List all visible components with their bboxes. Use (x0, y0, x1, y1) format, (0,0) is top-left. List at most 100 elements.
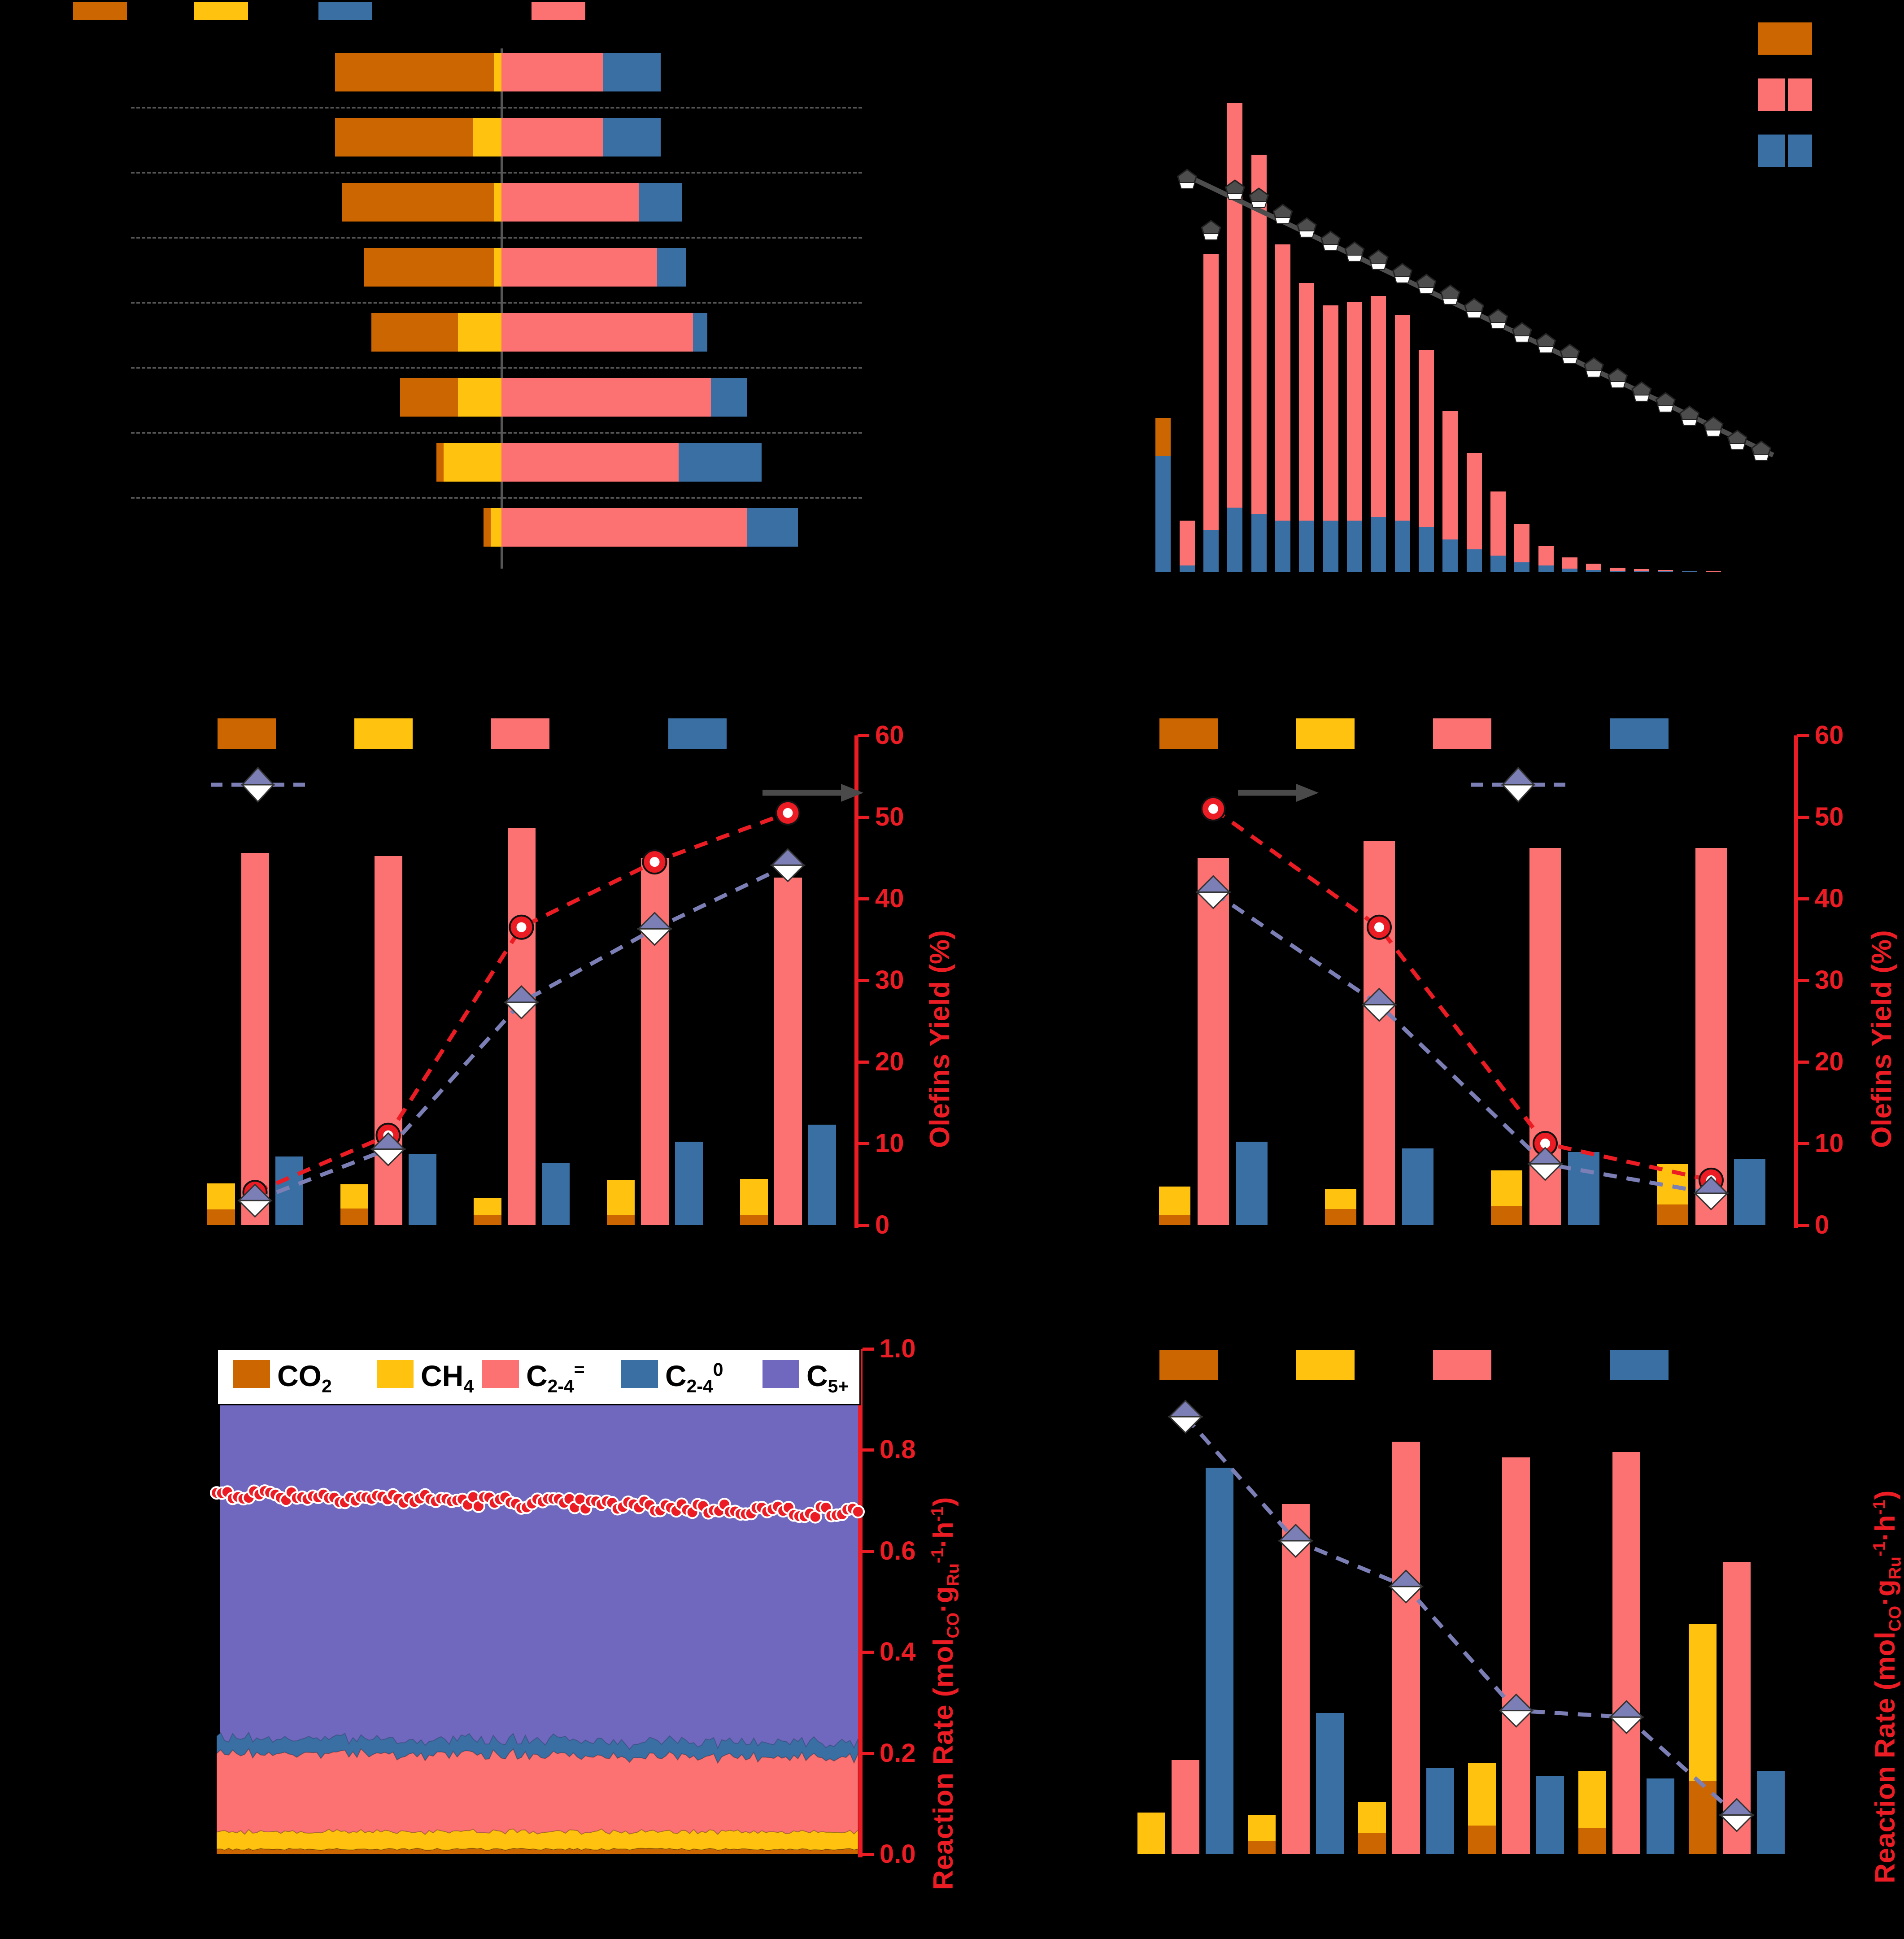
panel-f-xtick (1515, 1854, 1518, 1866)
axis-bottom (1130, 1225, 1794, 1228)
panel-f-bar-co2 (1468, 1825, 1496, 1854)
panel-b-xtick-label: 22 (1651, 587, 1680, 615)
legend-label-olefins: Olefins (1498, 723, 1583, 752)
ytick-right (858, 979, 869, 982)
panel-f-rate-marker (1719, 1814, 1755, 1832)
panel-e-ytick-label: 60 (179, 1536, 208, 1565)
panel-a-divider (131, 302, 862, 304)
ytick-right-label: 20 (1815, 1047, 1844, 1076)
xtick (1544, 1225, 1547, 1237)
overlay-line-yield (254, 811, 789, 1195)
overlay-marker-conversion (1361, 987, 1397, 1022)
panel-e: E Product Selectivity (C%) Reaction Rate… (0, 1314, 964, 1939)
legend-label-co2: CO2 (1224, 723, 1271, 756)
panel-e-ytick-label: 40 (179, 1637, 208, 1667)
panel-d-plot-area: 0 20 40 60 80 100 0 10 20 30 40 50 60 1500 3000 6000 900… (942, 650, 1904, 1314)
panel-a-zero-line (501, 48, 503, 569)
panel-f-xtick-label: 0.8 (1497, 1871, 1535, 1901)
legend-label-c24-olefin: C2-4= (526, 1359, 585, 1397)
legend-label-ch4: CH4 (419, 723, 465, 756)
panel-f-rate-marker (1608, 1700, 1644, 1718)
panel-b-bar-olefins (1634, 569, 1649, 571)
legend-label-co2: CO2 (133, 0, 180, 32)
panel-a-bar-co2 (483, 508, 491, 547)
bar-paraffins (1734, 1159, 1765, 1225)
overlay-marker-conversion (503, 985, 540, 1020)
bar-olefins (1198, 858, 1229, 1225)
panel-a-divider (131, 367, 862, 369)
bar-olefins (1695, 848, 1727, 1225)
panel-a-xtick (500, 570, 503, 580)
panel-b-asf-marker (1679, 405, 1700, 426)
panel-f-xtick (1294, 1854, 1298, 1866)
legend-conversion-marker (1471, 766, 1565, 803)
ytick-left-label: 40 (150, 1014, 179, 1044)
legend-label-ch4: CH4 (1361, 1355, 1407, 1387)
legend-label-co-conversion: CO Conversion (323, 772, 506, 800)
bar-paraffins (1236, 1142, 1268, 1225)
legend-label-paraffins: Paraffins (1675, 723, 1783, 752)
panel-f-ytick-right-label: 0.8 (1813, 1317, 1849, 1346)
ytick-right (858, 1061, 869, 1064)
panel-b-bar-olefins (1538, 546, 1554, 565)
panel-f-xtick-label: 0 (1178, 1871, 1193, 1901)
xtick (1710, 1225, 1713, 1237)
panel-a-bar-ch4 (458, 378, 501, 417)
panel-f-ytick-right (1795, 1853, 1807, 1856)
ytick-left (1120, 734, 1131, 737)
panel-f-bar-olefins (1171, 1760, 1199, 1854)
panel-b-bar-paraffins (1299, 520, 1315, 572)
panel-e-ytick (206, 1549, 218, 1553)
panel-a-bar-paraffins (602, 118, 661, 157)
panel-b-xtick-label: 26 (1747, 587, 1775, 615)
panel-b-ytick-label: 16 (1101, 43, 1130, 73)
panel-a-bar-group (0, 0, 942, 583)
xtick (653, 1225, 657, 1237)
panel-e-ytick-right-label: 0.0 (880, 1839, 916, 1869)
panel-a-xtick-label: 60 (270, 583, 299, 613)
ytick-left (1120, 832, 1131, 835)
bar-ch4 (1159, 1186, 1190, 1215)
panel-b-bar-olefins (1394, 315, 1410, 521)
panel-a-bar-paraffins (747, 508, 798, 547)
panel-a-bar-ch4 (494, 248, 501, 287)
ytick-right (1797, 979, 1809, 982)
panel-f: F Product Selectivity (C%) Reaction Rate… (942, 1314, 1904, 1939)
panel-a-tag: A (28, 31, 58, 77)
panel-b-xtick (1664, 572, 1667, 583)
legend-swatch-co2 (73, 2, 127, 20)
xtick-label: 8 (780, 1242, 796, 1272)
panel-a-xtick (427, 570, 431, 580)
panel-b-bar-olefins (1706, 571, 1721, 572)
panel-a-cat-label: FeZn 0.81Na (224, 310, 388, 341)
panel-b-bar-paraffins (1394, 520, 1410, 572)
panel-e-xtick-label: 500 (778, 1871, 822, 1900)
legend-label-ch4: CH4 (254, 0, 300, 32)
panel-a-bar-co2 (436, 443, 444, 482)
panel-a-cat-label: ZnCrOx/MSAPOa (135, 244, 356, 276)
panel-a-divider (131, 497, 862, 499)
bar-co2 (606, 1215, 635, 1225)
panel-e-legend-box (217, 1349, 861, 1405)
legend-swatch-c24-paraffin (621, 1360, 658, 1388)
bar-co2 (1491, 1206, 1522, 1225)
panel-b-xtick (1473, 572, 1476, 583)
panel-f-ytick (1120, 1644, 1131, 1647)
panel-a: A CO2 CH4 Paraffins Olefins CoMna Fe/α-A… (0, 0, 942, 655)
panel-e-ytick-right-label: 0.2 (880, 1738, 916, 1768)
panel-f-xtick-label: 0.2 (1277, 1871, 1315, 1901)
axis-left (1130, 735, 1133, 1228)
legend-swatch-olefins (491, 718, 549, 749)
panel-e-xtick (449, 1854, 452, 1866)
panel-b-alpha-annotation: α = 0.75 (1556, 110, 1650, 139)
panel-f-xlabel: Na/Ru molar ratio (1296, 1893, 1528, 1924)
panel-b-bar-olefins (1442, 411, 1458, 540)
ytick-right (1797, 1224, 1809, 1227)
panel-f-bar-ch4 (1468, 1763, 1496, 1826)
ytick-left (1120, 1224, 1131, 1227)
bar-ch4 (1491, 1170, 1522, 1206)
panel-e-ytick-right (863, 1853, 874, 1856)
panel-f-ytick-label: 100 (1078, 1317, 1121, 1346)
panel-a-x-axis (233, 570, 866, 573)
xtick (786, 1225, 790, 1237)
